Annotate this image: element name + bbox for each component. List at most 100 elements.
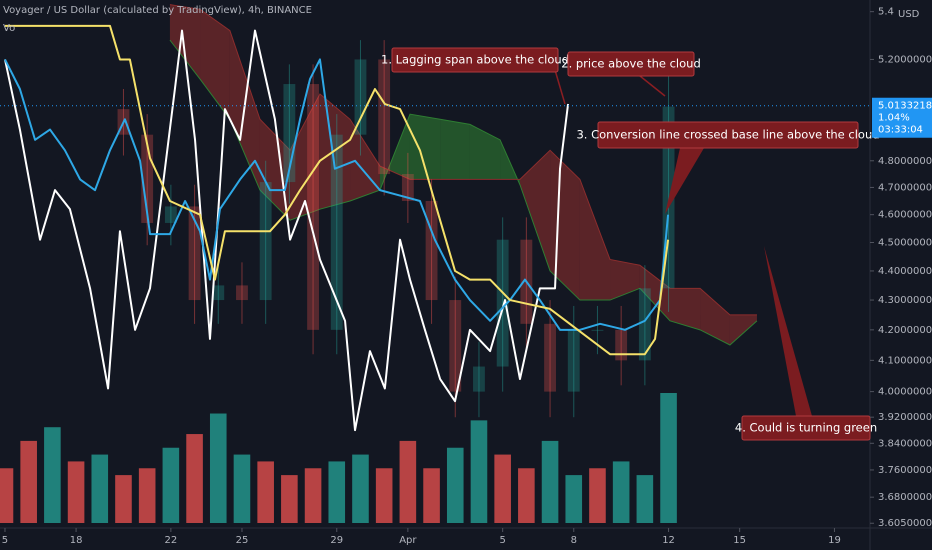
y-tick-label: 4.30000000 xyxy=(878,295,932,306)
y-tick-label: 3.92000000 xyxy=(878,412,932,423)
volume-legend: Vo xyxy=(3,23,15,34)
candle-body xyxy=(236,285,248,301)
cloud-fill xyxy=(259,119,291,221)
volume-bar xyxy=(233,454,251,523)
x-tick-label: 8 xyxy=(571,535,577,546)
cloud-fill xyxy=(729,314,757,346)
candle-body xyxy=(496,239,509,367)
cloud-fill xyxy=(700,288,730,346)
volume-bar xyxy=(494,454,511,523)
candle-body xyxy=(378,59,391,175)
volume-bar xyxy=(636,475,654,523)
candle-body xyxy=(164,206,177,223)
volume-bar xyxy=(446,447,464,523)
plot xyxy=(0,4,870,523)
indicator-line xyxy=(4,24,670,356)
candle-body xyxy=(354,59,367,135)
cloud-fill xyxy=(610,259,640,301)
cloud-fill xyxy=(290,94,320,221)
indicator-line xyxy=(4,58,670,331)
volume-bar xyxy=(209,413,227,523)
cloud-fill xyxy=(319,94,351,210)
volume-bar xyxy=(0,468,14,523)
volume-bar xyxy=(352,454,369,523)
volume-bar xyxy=(281,475,298,523)
volume-bar xyxy=(115,475,132,523)
callout-box xyxy=(391,47,559,73)
callout-text: 3. Conversion line crossed base line abo… xyxy=(576,128,879,142)
indicator-line xyxy=(3,29,570,432)
candle-body xyxy=(473,366,485,392)
candle-body xyxy=(212,285,225,301)
y-tick-label: 5.4 xyxy=(878,7,894,18)
y-tick-label: 4.40000000 xyxy=(878,266,932,277)
y-tick-label: 3.60500000 xyxy=(878,518,932,529)
volume-bar xyxy=(328,461,346,523)
currency: USD xyxy=(898,9,920,20)
x-tick-label: 19 xyxy=(828,535,841,546)
pointer xyxy=(554,69,566,105)
volume-bar xyxy=(423,468,440,523)
candle-body xyxy=(188,206,201,301)
y-tick-label: 4.10000000 xyxy=(878,355,932,366)
volume-bar xyxy=(186,434,203,523)
y-tick-label: 5.20000000 xyxy=(878,54,932,65)
candle-body xyxy=(591,329,604,331)
callout-box xyxy=(741,415,871,441)
cloud-fill xyxy=(469,124,501,180)
cloud-fill xyxy=(639,265,670,321)
volume-bar xyxy=(91,454,109,523)
y-tick-label: 4.20000000 xyxy=(878,325,932,336)
candle-body xyxy=(401,174,414,201)
price-tag xyxy=(872,97,932,138)
y-tick-label: 4.60000000 xyxy=(878,210,932,221)
x-tick-label: 15 xyxy=(733,535,746,546)
volume-bar xyxy=(20,440,37,523)
callout-text: 4. Could is turning green xyxy=(735,421,877,435)
x-tick-label: 22 xyxy=(165,535,178,546)
candle-body xyxy=(141,134,154,223)
volume-bar xyxy=(660,393,677,523)
callout-box xyxy=(567,51,695,77)
y-tick-label: 4.00000000 xyxy=(878,387,932,398)
volume-bar xyxy=(541,440,559,523)
cloud-fill xyxy=(669,288,701,330)
candle-body xyxy=(544,323,556,392)
candle-body xyxy=(449,300,462,392)
cloud-edge xyxy=(169,39,758,346)
price-tag-text: 1.04% xyxy=(878,113,910,124)
candle-body xyxy=(638,288,651,361)
volume-bar xyxy=(612,461,630,523)
candle-body xyxy=(425,200,438,301)
volume-bar xyxy=(375,468,393,523)
y-tick-label: 3.84000000 xyxy=(878,438,932,449)
cloud-fill xyxy=(579,179,611,301)
candle-body xyxy=(283,84,296,183)
x-tick-label: Apr xyxy=(399,535,417,546)
callout-box xyxy=(597,121,859,149)
chart-title: Voyager / US Dollar (calculated by Tradi… xyxy=(3,5,312,16)
cloud-fill xyxy=(409,114,441,180)
volume-bar xyxy=(304,468,322,523)
candle-body xyxy=(662,106,675,289)
x-tick-label: 5 xyxy=(2,535,8,546)
x-tick-label: 5 xyxy=(499,535,505,546)
cloud-fill xyxy=(440,119,470,180)
cloud-fill xyxy=(550,150,580,301)
candle-body xyxy=(567,329,580,392)
candle-body xyxy=(307,84,319,330)
x-tick-label: 18 xyxy=(70,535,83,546)
volume-bar xyxy=(518,468,535,523)
volume-bar xyxy=(67,461,85,523)
volume-bar xyxy=(470,420,488,523)
y-tick-label: 3.76000000 xyxy=(878,465,932,476)
candle-body xyxy=(330,134,343,330)
volume-bar xyxy=(44,427,61,523)
volume-bar xyxy=(589,468,606,523)
cloud-edge xyxy=(169,4,757,316)
callouts: 1. Lagging span above the cloud 2. price… xyxy=(381,47,880,441)
pointer xyxy=(639,75,666,97)
price-tag-text: 5.01332188 xyxy=(878,101,932,112)
